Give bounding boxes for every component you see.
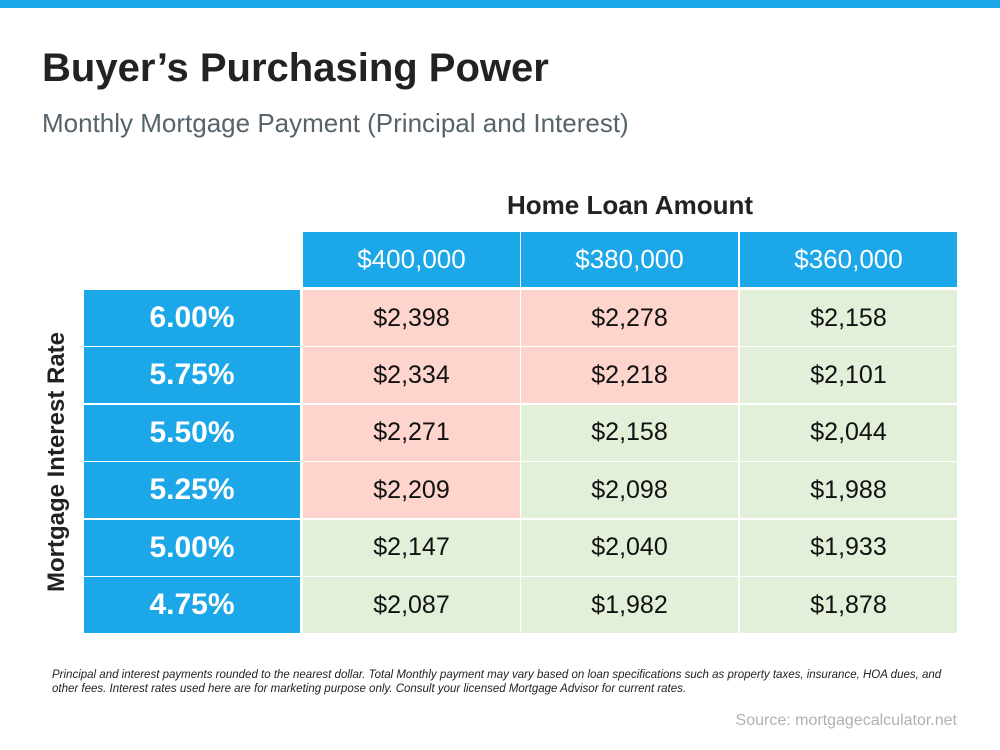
payment-cell: $2,101 [740, 347, 957, 404]
column-group-label: Home Loan Amount [506, 190, 754, 220]
payment-cell: $2,209 [303, 462, 520, 519]
rate-label: 4.75% [84, 577, 300, 633]
payment-cell: $2,158 [521, 404, 738, 461]
column-header: $360,000 [740, 232, 957, 287]
payment-cell: $2,158 [740, 290, 957, 346]
subtitle: Monthly Mortgage Payment (Principal and … [42, 108, 629, 138]
column-header: $380,000 [521, 232, 738, 287]
payment-cell: $2,278 [521, 290, 738, 346]
payment-cell: $2,398 [303, 290, 520, 346]
column-header: $400,000 [303, 232, 520, 287]
payment-cell: $2,044 [740, 404, 957, 461]
payment-cell: $2,040 [521, 519, 738, 576]
payment-cell: $2,147 [303, 519, 520, 576]
payment-cell: $1,878 [740, 577, 957, 633]
payment-cell: $1,988 [740, 462, 957, 519]
payment-cell: $2,098 [521, 462, 738, 519]
rate-label: 6.00% [84, 290, 300, 346]
rate-label: 5.50% [84, 404, 300, 461]
payment-cell: $2,087 [303, 577, 520, 633]
rate-label: 5.75% [84, 347, 300, 404]
rate-label: 5.25% [84, 462, 300, 519]
top-bar [0, 0, 1000, 8]
rate-label: 5.00% [84, 519, 300, 576]
payment-cell: $2,271 [303, 404, 520, 461]
footnote: Principal and interest payments rounded … [52, 669, 942, 695]
row-group-label: Mortgage Interest Rate [43, 331, 70, 593]
payment-cell: $2,218 [521, 347, 738, 404]
payment-cell: $2,334 [303, 347, 520, 404]
payment-cell: $1,982 [521, 577, 738, 633]
payment-cell: $1,933 [740, 519, 957, 576]
source: Source: mortgagecalculator.net [735, 712, 957, 729]
title: Buyer’s Purchasing Power [42, 46, 549, 90]
